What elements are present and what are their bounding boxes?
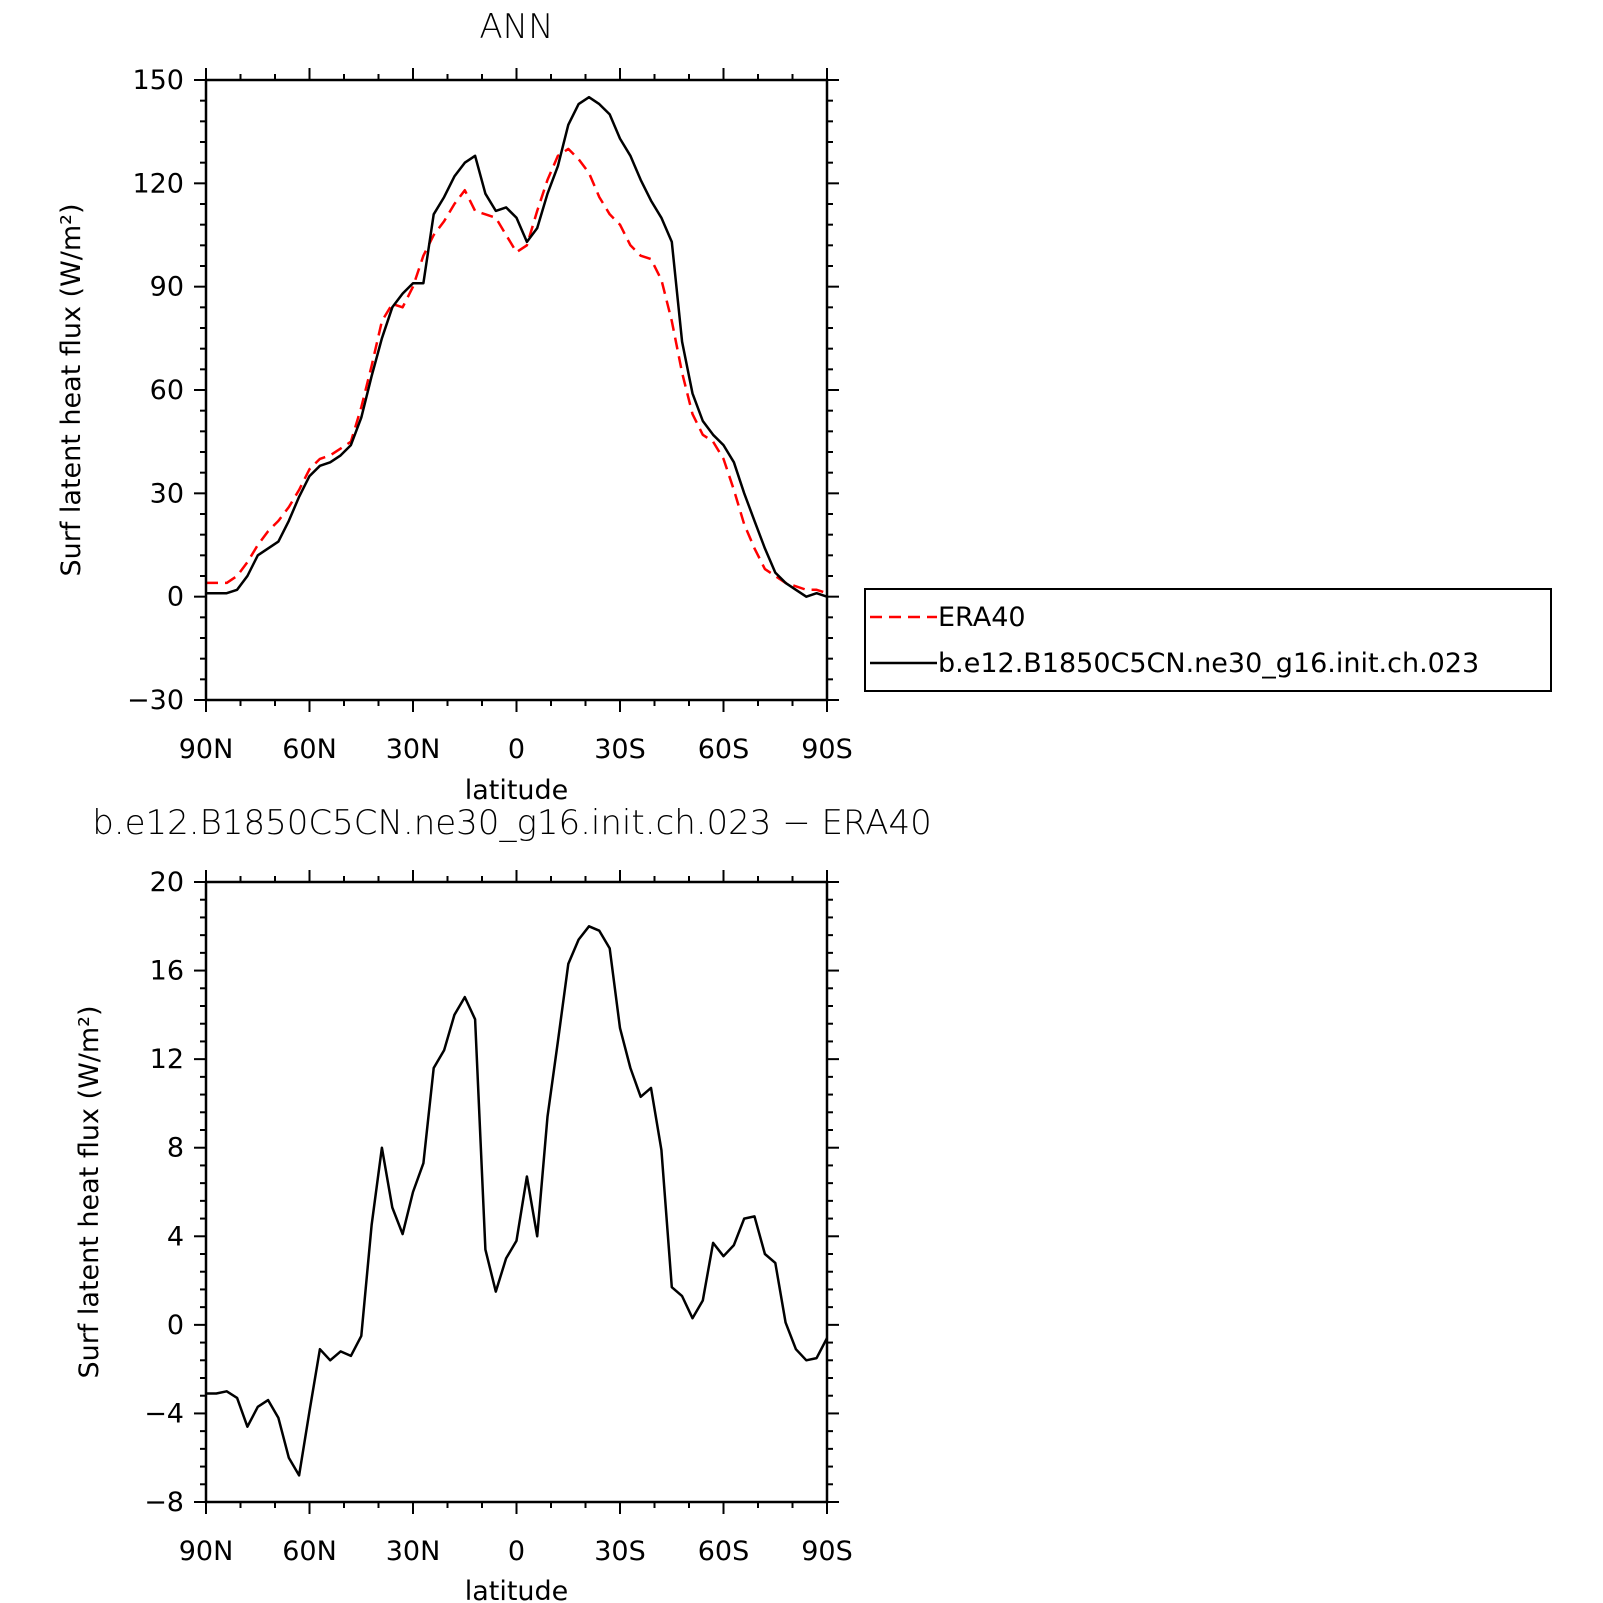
top-panel: ANN −30 0 30 60 90 120 150 90N 60N 30N 0 30S 60S 90S… [56,7,853,806]
bottom-panel-x-ticks: 90N 60N 30N 0 30S 60S 90S [179,870,853,1567]
x-tick-label: 90N [179,1536,234,1567]
top-panel-frame [204,78,829,702]
x-tick-label: 90N [179,734,234,765]
x-tick-label: 60N [282,734,337,765]
y-tick-label: 0 [167,1310,184,1341]
x-tick-label: 90S [801,734,853,765]
bottom-panel-title: b.e12.B1850C5CN.ne30_g16.init.ch.023 − E… [92,803,932,843]
y-tick-label: −8 [144,1487,184,1518]
y-tick-label: 120 [132,168,184,199]
x-tick-label: 60N [282,1536,337,1567]
legend: ERA40 b.e12.B1850C5CN.ne30_g16.init.ch.0… [864,588,1552,692]
y-tick-label: 150 [132,65,184,96]
y-tick-label: 0 [167,582,184,613]
x-tick-label: 60S [698,734,750,765]
bottom-panel-y-ticks: −8 −4 0 4 8 12 16 20 [144,867,839,1518]
y-tick-label: 16 [150,956,184,987]
bottom-panel: b.e12.B1850C5CN.ne30_g16.init.ch.023 − E… [74,803,932,1603]
x-tick-label: 0 [508,1536,525,1567]
x-tick-label: 30S [594,1536,646,1567]
bottom-panel-series [206,925,829,1477]
bottom-panel-x-axis-label: latitude [465,1576,569,1603]
top-panel-x-axis-label: latitude [465,775,569,806]
x-tick-label: 30N [386,734,441,765]
top-panel-title: ANN [479,7,553,47]
legend-box [864,588,1552,692]
y-tick-label: 12 [150,1044,184,1075]
top-panel-x-ticks: 90N 60N 30N 0 30S 60S 90S [179,68,853,765]
model-series-line [206,925,829,1477]
x-tick-label: 0 [508,734,525,765]
y-tick-label: −30 [127,685,184,716]
x-tick-label: 30S [594,734,646,765]
x-tick-label: 60S [698,1536,750,1567]
y-tick-label: 4 [167,1221,184,1252]
top-panel-y-ticks: −30 0 30 60 90 120 150 [127,65,839,716]
legend-label-era40: ERA40 [938,602,1026,633]
legend-label-model: b.e12.B1850C5CN.ne30_g16.init.ch.023 [938,648,1479,679]
bottom-panel-frame [204,880,829,1504]
bottom-panel-y-axis-label: Surf latent heat flux (W/m²) [74,1005,105,1378]
y-tick-label: 30 [150,478,184,509]
y-tick-label: −4 [144,1398,184,1429]
y-tick-label: 8 [167,1133,184,1164]
x-tick-label: 90S [801,1536,853,1567]
y-tick-label: 20 [150,867,184,898]
top-panel-series [206,95,828,598]
x-tick-label: 30N [386,1536,441,1567]
y-tick-label: 90 [150,272,184,303]
model-series-line [206,95,828,598]
top-panel-y-axis-label: Surf latent heat flux (W/m²) [56,203,87,576]
era40-series-line [206,147,828,595]
y-tick-label: 60 [150,375,184,406]
